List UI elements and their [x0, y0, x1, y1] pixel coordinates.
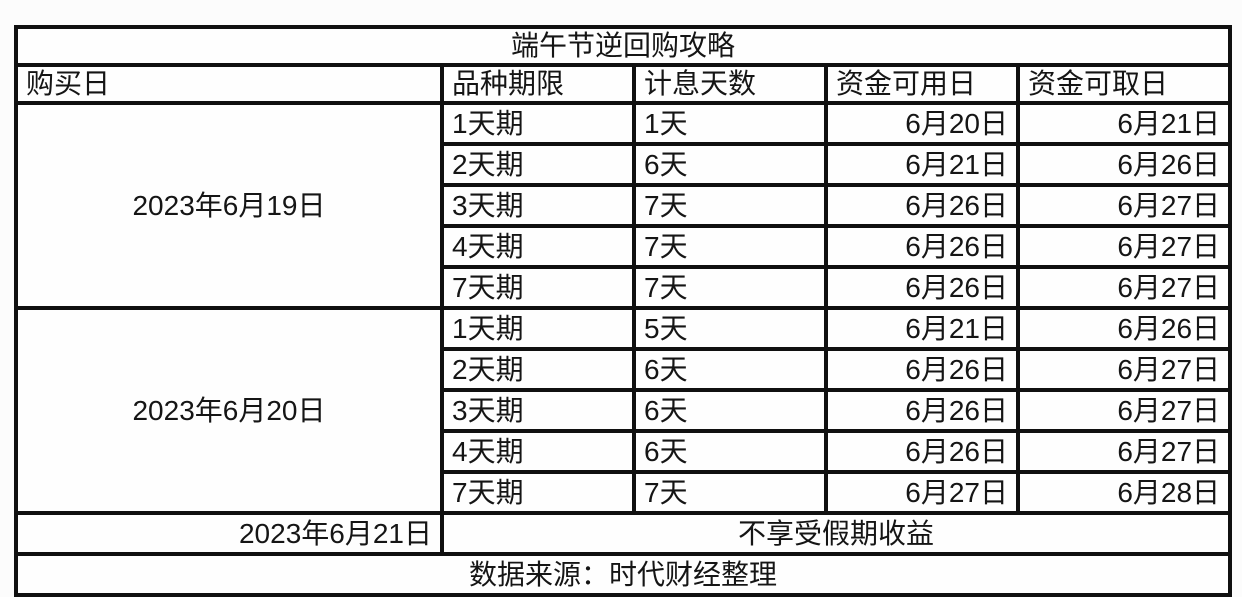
table-row: 4天期 7天 6月26日 6月27日 — [16, 224, 1233, 269]
term-cell: 2天期 — [440, 347, 636, 392]
col-header-interest-days: 计息天数 — [632, 63, 828, 105]
term-cell: 1天期 — [440, 306, 636, 351]
withdraw-date-cell: 6月27日 — [1015, 388, 1233, 433]
withdraw-date-cell: 6月28日 — [1015, 470, 1233, 515]
col-header-withdraw-date: 资金可取日 — [1015, 63, 1233, 105]
col-header-term: 品种期限 — [440, 63, 636, 105]
available-date-cell: 6月21日 — [824, 306, 1020, 351]
term-cell: 2天期 — [440, 142, 636, 187]
withdraw-date-cell: 6月27日 — [1015, 224, 1233, 269]
term-cell: 7天期 — [440, 265, 636, 310]
withdraw-date-cell: 6月27日 — [1015, 347, 1233, 392]
table-row: 2天期 6天 6月26日 6月27日 — [16, 347, 1233, 392]
withdraw-date-cell: 6月21日 — [1015, 101, 1233, 146]
available-date-cell: 6月26日 — [824, 347, 1020, 392]
table-title: 端午节逆回购攻略 — [13, 25, 1233, 67]
interest-days-cell: 5天 — [632, 306, 828, 351]
withdraw-date-cell: 6月26日 — [1015, 142, 1233, 187]
withdraw-date-cell: 6月27日 — [1015, 183, 1233, 228]
withdraw-date-cell: 6月26日 — [1015, 306, 1233, 351]
interest-days-cell: 7天 — [632, 265, 828, 310]
available-date-cell: 6月26日 — [824, 183, 1020, 228]
table-row: 7天期 7天 6月26日 6月27日 — [16, 265, 1233, 310]
interest-days-cell: 7天 — [632, 183, 828, 228]
table-row: 3天期 6天 6月26日 6月27日 — [16, 388, 1233, 433]
repo-guide-table-wrap: 端午节逆回购攻略 购买日 品种期限 计息天数 资金可用日 资金可取日 2023年… — [13, 25, 1233, 597]
available-date-cell: 6月26日 — [824, 388, 1020, 433]
table-row: 4天期 6天 6月26日 6月27日 — [16, 429, 1233, 474]
table-row: 3天期 7天 6月26日 6月27日 — [16, 183, 1233, 228]
repo-guide-table: 端午节逆回购攻略 购买日 品种期限 计息天数 资金可用日 资金可取日 2023年… — [13, 25, 1233, 597]
purchase-date-cell: 2023年6月19日 — [14, 101, 444, 310]
interest-days-cell: 6天 — [632, 388, 828, 433]
purchase-date-cell: 2023年6月20日 — [14, 306, 444, 515]
table-row: 2023年6月20日 1天期 5天 6月21日 6月26日 — [14, 306, 1233, 515]
interest-days-cell: 1天 — [632, 101, 828, 146]
header-row: 购买日 品种期限 计息天数 资金可用日 资金可取日 — [14, 63, 1233, 105]
withdraw-date-cell: 6月27日 — [1015, 265, 1233, 310]
term-cell: 3天期 — [440, 388, 636, 433]
term-cell: 3天期 — [440, 183, 636, 228]
purchase-date-cell: 2023年6月21日 — [14, 511, 444, 556]
table-row: 2天期 6天 6月21日 6月26日 — [16, 142, 1233, 187]
table-row: 7天期 7天 6月27日 6月28日 — [16, 470, 1233, 515]
interest-days-cell: 7天 — [632, 224, 828, 269]
col-header-available-date: 资金可用日 — [824, 63, 1020, 105]
interest-days-cell: 6天 — [632, 347, 828, 392]
term-cell: 4天期 — [440, 429, 636, 474]
title-row: 端午节逆回购攻略 — [13, 25, 1233, 67]
available-date-cell: 6月27日 — [824, 470, 1020, 515]
data-source-label: 数据来源：时代财经整理 — [13, 552, 1233, 597]
special-row: 2023年6月21日 不享受假期收益 — [14, 511, 1233, 556]
table-row: 2023年6月19日 1天期 1天 6月20日 6月21日 — [14, 101, 1233, 310]
interest-days-cell: 7天 — [632, 470, 828, 515]
available-date-cell: 6月26日 — [824, 224, 1020, 269]
term-cell: 1天期 — [440, 101, 636, 146]
no-holiday-earnings-note: 不享受假期收益 — [439, 511, 1233, 556]
withdraw-date-cell: 6月27日 — [1015, 429, 1233, 474]
col-header-purchase-date: 购买日 — [14, 63, 444, 105]
available-date-cell: 6月21日 — [824, 142, 1020, 187]
available-date-cell: 6月26日 — [824, 429, 1020, 474]
term-cell: 4天期 — [440, 224, 636, 269]
interest-days-cell: 6天 — [632, 429, 828, 474]
interest-days-cell: 6天 — [632, 142, 828, 187]
source-row: 数据来源：时代财经整理 — [13, 552, 1233, 597]
available-date-cell: 6月26日 — [824, 265, 1020, 310]
available-date-cell: 6月20日 — [824, 101, 1020, 146]
term-cell: 7天期 — [440, 470, 636, 515]
